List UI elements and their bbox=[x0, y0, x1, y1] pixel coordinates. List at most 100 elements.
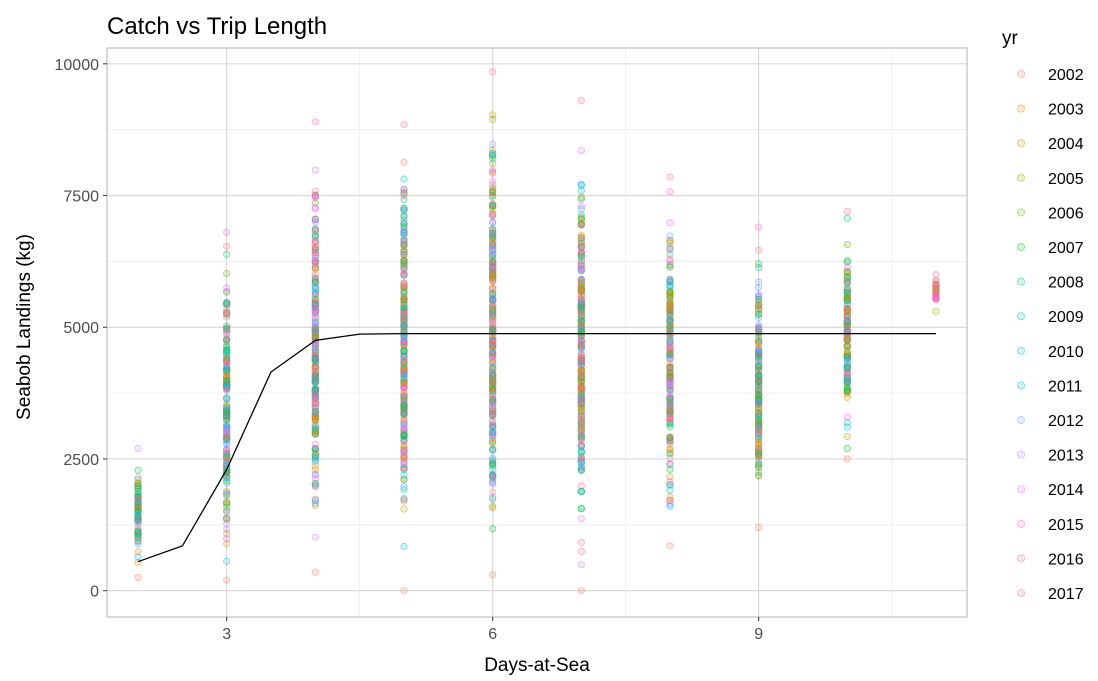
data-point bbox=[134, 528, 142, 536]
data-point bbox=[400, 306, 408, 314]
data-point bbox=[311, 356, 320, 364]
data-point bbox=[489, 459, 497, 468]
data-point bbox=[223, 299, 231, 307]
data-point bbox=[311, 345, 320, 353]
data-point bbox=[223, 416, 231, 424]
data-point bbox=[489, 410, 497, 418]
data-point bbox=[577, 447, 585, 456]
data-point bbox=[223, 434, 231, 442]
data-point bbox=[311, 448, 320, 456]
data-point bbox=[754, 452, 763, 461]
data-point bbox=[666, 473, 674, 481]
data-point bbox=[754, 377, 763, 386]
data-point bbox=[400, 279, 408, 287]
data-point bbox=[577, 337, 585, 346]
data-point bbox=[311, 409, 320, 417]
data-point bbox=[400, 337, 408, 346]
data-point bbox=[577, 248, 585, 256]
data-point bbox=[666, 372, 674, 380]
data-point bbox=[489, 187, 497, 196]
data-point bbox=[754, 471, 763, 479]
data-point bbox=[223, 250, 231, 258]
data-point bbox=[400, 379, 408, 387]
data-point bbox=[666, 340, 674, 349]
data-point bbox=[666, 330, 674, 339]
data-point bbox=[577, 412, 585, 420]
data-point bbox=[754, 421, 763, 430]
data-point bbox=[754, 371, 763, 379]
data-point bbox=[311, 415, 320, 424]
data-point bbox=[666, 423, 674, 431]
data-point bbox=[666, 371, 674, 379]
data-point bbox=[311, 248, 320, 257]
data-point bbox=[666, 283, 674, 291]
data-point bbox=[666, 408, 674, 416]
data-point bbox=[666, 402, 674, 410]
data-point bbox=[577, 384, 585, 392]
data-point bbox=[400, 283, 408, 291]
data-point bbox=[223, 433, 231, 441]
data-point bbox=[400, 261, 408, 269]
data-point bbox=[577, 243, 585, 251]
data-point bbox=[400, 120, 408, 129]
data-point bbox=[223, 365, 231, 373]
data-point bbox=[311, 403, 320, 411]
data-point bbox=[400, 368, 408, 376]
data-point bbox=[400, 259, 408, 268]
data-point bbox=[311, 373, 320, 381]
data-point bbox=[489, 404, 497, 413]
data-point bbox=[134, 520, 142, 528]
data-point bbox=[134, 531, 142, 540]
data-point bbox=[489, 371, 497, 379]
data-point bbox=[577, 275, 585, 284]
data-point bbox=[400, 295, 408, 303]
data-point bbox=[223, 514, 231, 522]
data-point bbox=[577, 301, 585, 309]
data-point bbox=[400, 283, 408, 292]
data-point bbox=[223, 426, 231, 434]
data-point bbox=[843, 335, 851, 344]
data-point bbox=[754, 446, 763, 454]
data-point bbox=[577, 427, 585, 435]
data-point bbox=[223, 535, 231, 543]
data-point bbox=[400, 321, 408, 330]
data-point bbox=[577, 423, 585, 431]
data-point bbox=[843, 279, 851, 287]
data-point bbox=[577, 415, 585, 424]
legend-title: yr bbox=[1002, 28, 1019, 49]
data-point bbox=[577, 361, 585, 369]
data-point bbox=[754, 395, 763, 403]
data-point bbox=[311, 199, 320, 207]
data-point bbox=[311, 395, 320, 403]
data-point bbox=[489, 155, 497, 163]
data-point bbox=[577, 361, 585, 369]
data-point bbox=[489, 264, 497, 272]
legend-key bbox=[1016, 173, 1026, 182]
data-point bbox=[400, 402, 408, 410]
data-point bbox=[666, 373, 674, 382]
data-point bbox=[843, 321, 851, 329]
data-point bbox=[400, 316, 408, 324]
data-point bbox=[489, 68, 497, 76]
data-point bbox=[400, 329, 408, 337]
data-point bbox=[577, 449, 585, 457]
data-point bbox=[400, 240, 408, 248]
data-point bbox=[489, 375, 497, 383]
data-point bbox=[843, 258, 851, 266]
y-tick-label: 10000 bbox=[55, 57, 100, 74]
data-point bbox=[577, 455, 585, 464]
data-point bbox=[577, 367, 585, 376]
data-point bbox=[843, 322, 851, 331]
data-point bbox=[843, 383, 851, 391]
data-point bbox=[489, 439, 497, 448]
data-point bbox=[400, 380, 408, 389]
data-point bbox=[400, 226, 408, 234]
data-point bbox=[311, 236, 320, 245]
data-point bbox=[666, 347, 674, 355]
data-point bbox=[489, 323, 497, 331]
data-point bbox=[932, 286, 940, 294]
data-point bbox=[666, 305, 674, 314]
data-point bbox=[311, 308, 320, 317]
data-point bbox=[311, 327, 320, 336]
data-point bbox=[489, 340, 497, 348]
